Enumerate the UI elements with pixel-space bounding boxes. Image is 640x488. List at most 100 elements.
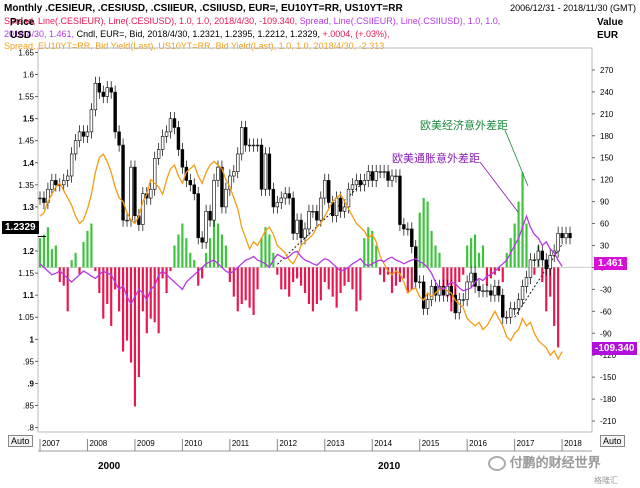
economic-spread-bar — [335, 267, 338, 308]
economic-spread-bar — [375, 245, 378, 268]
economic-spread-bar — [220, 234, 224, 268]
eur-candle-body — [93, 83, 98, 111]
economic-spread-bar — [525, 223, 528, 268]
corner-watermark: 格隆汇 — [594, 476, 618, 485]
eur-candle-body — [176, 127, 181, 150]
eur-candle-body — [236, 153, 240, 172]
eur-candle-body — [220, 166, 224, 208]
eur-candle-body — [243, 127, 248, 146]
economic-spread-bar — [260, 238, 263, 268]
economic-spread-bar — [557, 267, 560, 348]
economic-spread-bar — [367, 227, 370, 268]
eur-candle-body — [564, 233, 568, 239]
right-tick-label: -120 — [600, 351, 617, 360]
auto-scale-right-button[interactable]: Auto — [600, 435, 625, 447]
eur-candle-body — [556, 233, 560, 252]
left-tick-label: .85 — [23, 402, 35, 411]
economic-spread-bar — [161, 267, 164, 279]
eur-candle-body — [366, 171, 370, 181]
left-axis-label-usd: USD — [10, 30, 32, 41]
eur-candle-body — [50, 180, 54, 190]
axes: 1.651.61.551.51.451.41.351.31.251.21.151… — [18, 48, 617, 452]
eur-candle-body — [528, 259, 533, 278]
legend-eur-change: +.0004, (+.03%), — [320, 29, 390, 39]
economic-spread-bar — [201, 267, 204, 279]
eur-candle-body — [113, 91, 117, 133]
economic-spread-bar — [149, 267, 152, 319]
auto-scale-left-button[interactable]: Auto — [8, 435, 33, 447]
economic-spread-bar — [458, 267, 461, 283]
economic-spread-bar — [110, 267, 113, 326]
economic-spread-bar — [462, 267, 465, 275]
eur-candle-body — [251, 144, 256, 147]
economic-spread-bar — [129, 267, 133, 363]
economic-spread-bar — [46, 227, 49, 268]
legend-yield-spread: Spread, EU10YT=RR, Bid Yield(Last), US10… — [4, 41, 385, 51]
economic-spread-bar — [315, 267, 318, 304]
eur-candle-body — [354, 180, 359, 186]
eur-candle-body — [204, 211, 208, 243]
right-axis-label-eur: EUR — [597, 30, 619, 41]
eur-candle-body — [172, 118, 177, 128]
economic-spread-bar — [394, 267, 398, 286]
right-tick-label: -150 — [600, 373, 617, 382]
eur-candle-body — [362, 180, 367, 186]
economic-spread-bar — [153, 267, 156, 323]
eur-candle-body — [133, 166, 137, 217]
left-tick-label: 1.3 — [23, 203, 35, 212]
eur-candle-body — [524, 277, 529, 287]
left-tick-label: 1.15 — [18, 269, 34, 278]
economic-spread-bar — [193, 260, 196, 268]
x-tick-label: 2010 — [184, 439, 202, 448]
economic-spread-bar — [553, 267, 556, 326]
eur-candle-body — [247, 144, 252, 147]
economic-spread-bar — [197, 267, 200, 286]
economic-spread-bar — [331, 267, 334, 297]
economic-spread-bar — [173, 245, 176, 268]
right-tick-label: -60 — [600, 307, 612, 316]
eur-candle-body — [263, 153, 268, 190]
economic-spread-bar — [303, 267, 307, 294]
decade-label-2010: 2010 — [378, 461, 401, 472]
eur-candle-body — [493, 286, 497, 296]
eur-candle-body — [350, 184, 355, 190]
eur-candle-body — [267, 153, 272, 190]
right-tick-label: 240 — [600, 88, 614, 97]
economic-spread-bar — [66, 267, 69, 312]
watermark-text: 付鹏的财经世界 — [509, 455, 601, 470]
right-tick-label: 120 — [600, 176, 614, 185]
eur-candle-body — [465, 281, 469, 300]
eur-candle-body — [338, 197, 343, 212]
eur-candle-body — [160, 135, 165, 150]
left-axis-label-price: Price — [10, 17, 35, 28]
economic-spread-bar — [521, 172, 524, 268]
eur-candle-body — [508, 308, 513, 318]
economic-spread-bar — [177, 234, 180, 268]
left-tick-label: .95 — [23, 357, 35, 366]
eur-candle-body — [129, 166, 133, 221]
eur-candle-body — [516, 299, 521, 309]
legend-eur-candle: Cndl, EUR=, Bid, 2018/4/30, 1.2321, 1.23… — [74, 29, 320, 39]
left-tick-label: 1.1 — [23, 291, 35, 300]
economic-spread-bar — [481, 245, 485, 268]
economic-spread-bar — [94, 267, 97, 272]
economic-spread-bar — [157, 267, 160, 334]
economic-spread-bar — [466, 245, 469, 268]
grid — [37, 47, 593, 433]
economic-spread-bar — [288, 267, 291, 297]
eur-candle-body — [212, 180, 216, 221]
x-tick-label: 2016 — [469, 439, 487, 448]
economic-spread-bar — [549, 267, 552, 297]
right-tick-label: 180 — [600, 132, 614, 141]
eur-candle-body — [402, 224, 406, 230]
economic-spread-bar — [319, 267, 322, 301]
eur-candle-body — [287, 193, 291, 199]
watermark-logo-text: 付鹏的财经世界 — [488, 452, 601, 472]
left-tick-label: 1.6 — [23, 70, 35, 79]
eur-candle-body — [512, 308, 517, 310]
economic-spread-bar — [70, 260, 73, 268]
eur-candle-body — [69, 153, 74, 177]
x-tick-label: 2013 — [327, 439, 345, 448]
left-tick-label: .8 — [27, 424, 34, 433]
